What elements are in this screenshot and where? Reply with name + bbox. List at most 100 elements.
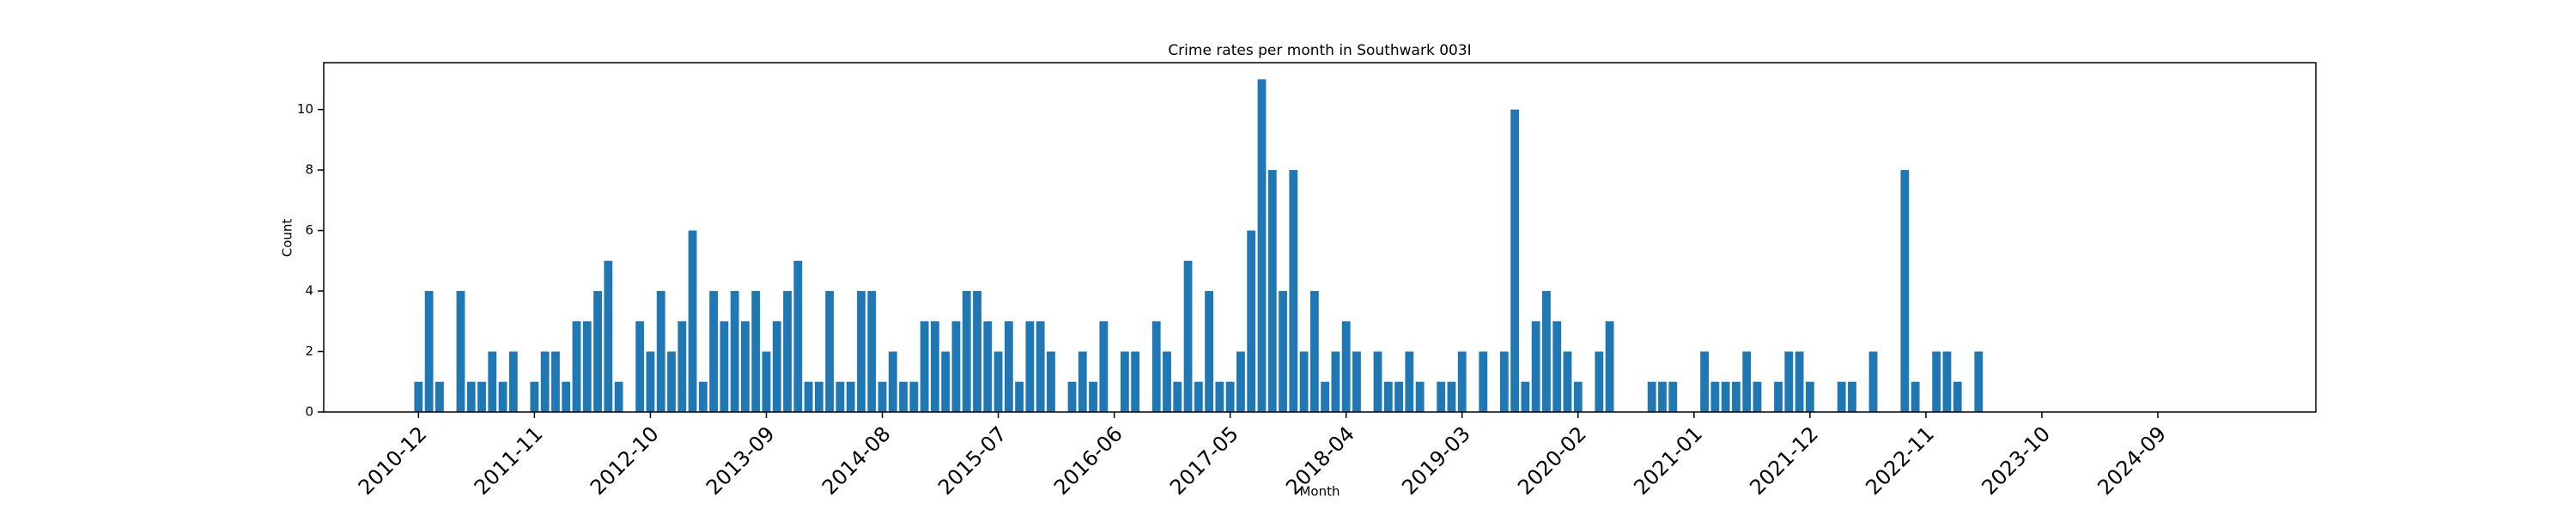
bar <box>825 291 835 412</box>
bar <box>1700 351 1710 412</box>
bar <box>772 321 781 412</box>
bar <box>593 291 602 412</box>
bar <box>1647 381 1656 412</box>
bar <box>762 351 771 412</box>
bar <box>751 291 761 412</box>
x-tick-label: 2012-10 <box>586 421 664 500</box>
bar <box>1025 321 1035 412</box>
bar <box>1552 321 1562 412</box>
x-tick-label: 2019-03 <box>1397 421 1475 500</box>
bar <box>804 381 813 412</box>
x-tick-label: 2011-11 <box>470 421 548 500</box>
x-tick-label: 2024-09 <box>2093 421 2171 500</box>
bar <box>973 291 981 412</box>
bar <box>941 351 951 412</box>
bar <box>1658 381 1667 412</box>
bar <box>1067 381 1077 412</box>
bar <box>646 351 655 412</box>
plot-frame <box>323 62 2317 413</box>
bar <box>414 381 423 412</box>
bar <box>456 291 465 412</box>
bar <box>1721 381 1730 412</box>
bar <box>1151 321 1161 412</box>
y-tick-label: 6 <box>305 222 313 238</box>
bar <box>1373 351 1382 412</box>
bar <box>730 291 739 412</box>
x-tick-label: 2021-01 <box>1629 421 1707 500</box>
bar <box>1225 381 1235 412</box>
bar <box>835 381 845 412</box>
bar <box>1131 351 1140 412</box>
bar <box>983 321 993 412</box>
bar <box>1784 351 1794 412</box>
bar <box>1173 381 1182 412</box>
bar <box>1331 351 1340 412</box>
bar <box>1004 321 1013 412</box>
bar <box>1710 381 1720 412</box>
bar <box>1848 381 1856 412</box>
x-tick-label: 2015-07 <box>933 421 1012 500</box>
y-tick-label: 8 <box>305 162 313 178</box>
x-tick-label: 2020-02 <box>1513 421 1591 500</box>
bar <box>1247 230 1256 412</box>
bar <box>1932 351 1941 412</box>
bar <box>1183 260 1193 412</box>
bar <box>888 351 897 412</box>
x-tick-label: 2022-11 <box>1861 421 1939 500</box>
bar <box>466 381 476 412</box>
bar <box>1415 381 1425 412</box>
bar <box>488 351 497 412</box>
bar <box>867 291 877 412</box>
bar <box>1437 381 1446 412</box>
bar <box>424 291 434 412</box>
bar <box>477 381 486 412</box>
bar <box>1953 381 1962 412</box>
bar <box>846 381 855 412</box>
y-tick-label: 2 <box>305 343 313 359</box>
bar <box>720 321 729 412</box>
bar <box>1205 291 1214 412</box>
bar <box>1279 291 1287 412</box>
x-tick-label: 2021-12 <box>1745 421 1823 500</box>
x-tick-label: 2016-06 <box>1049 421 1127 500</box>
bar <box>1447 381 1456 412</box>
bar <box>951 321 961 412</box>
y-tick-label: 0 <box>305 404 313 420</box>
bar <box>930 321 939 412</box>
bar <box>1510 109 1520 412</box>
bar <box>1267 170 1277 412</box>
bar <box>1036 321 1045 412</box>
bar <box>741 321 750 412</box>
bar <box>1531 321 1540 412</box>
bar <box>993 351 1003 412</box>
bar <box>783 291 792 412</box>
x-tick-label: 2014-08 <box>817 421 896 500</box>
x-axis-label: Month <box>1299 484 1340 500</box>
bar <box>1753 381 1762 412</box>
bar <box>814 381 823 412</box>
bar <box>667 351 676 412</box>
bar <box>1774 381 1783 412</box>
bar <box>1289 170 1298 412</box>
bar <box>899 381 908 412</box>
bar <box>962 291 971 412</box>
bar <box>1047 351 1055 412</box>
bar <box>1479 351 1488 412</box>
bar <box>698 381 708 412</box>
bar <box>1405 351 1414 412</box>
bar <box>1668 381 1678 412</box>
bar <box>1837 381 1846 412</box>
bar <box>1352 351 1361 412</box>
bar <box>1742 351 1752 412</box>
bar <box>1795 351 1804 412</box>
bar <box>688 230 697 412</box>
bar <box>1805 381 1814 412</box>
x-tick-label: 2017-05 <box>1165 421 1243 500</box>
bar <box>572 321 581 412</box>
x-tick-label: 2023-10 <box>1977 421 2055 500</box>
bar <box>1321 381 1330 412</box>
bar <box>1236 351 1245 412</box>
bar <box>1732 381 1741 412</box>
bar <box>1215 381 1224 412</box>
bar <box>909 381 919 412</box>
